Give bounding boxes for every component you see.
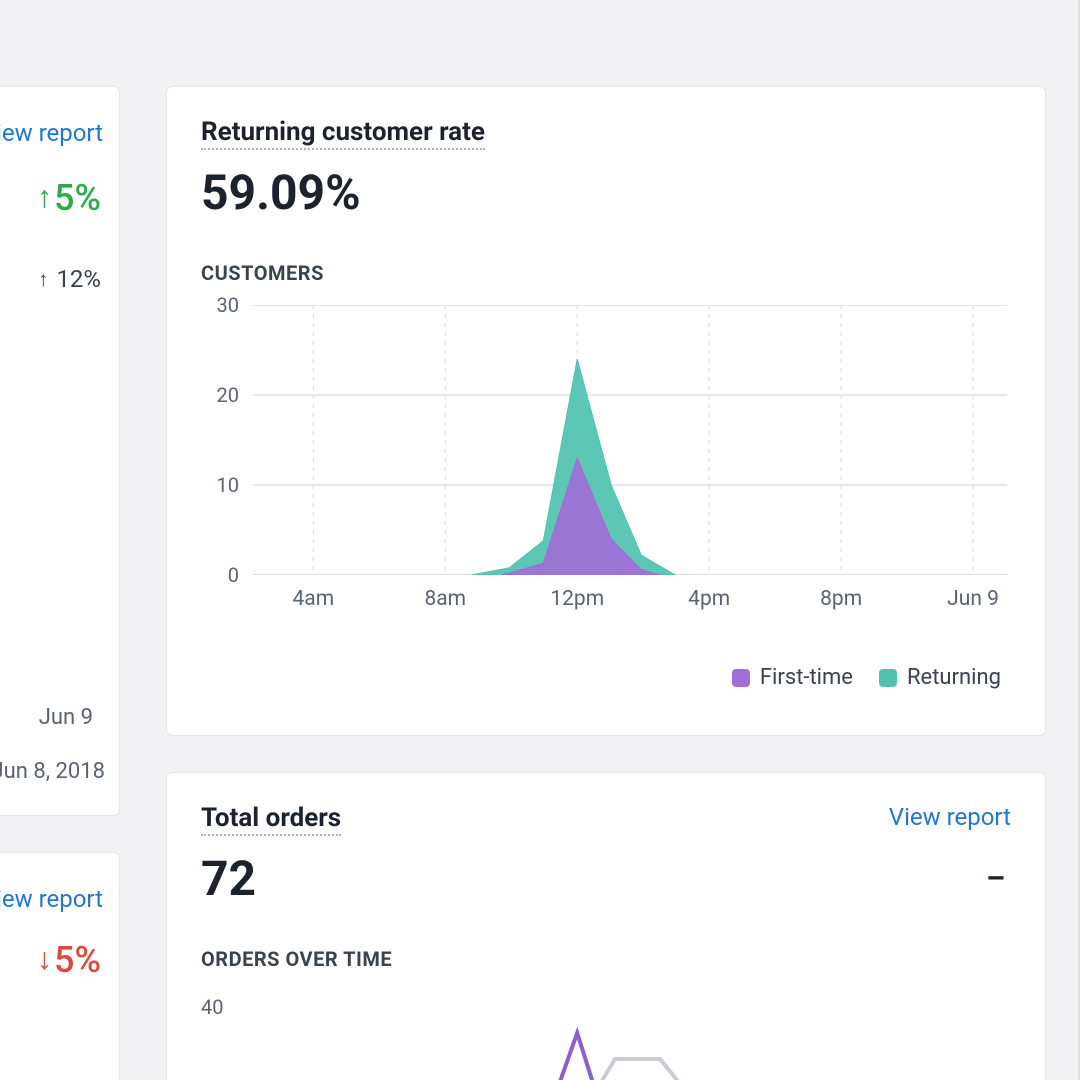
arrow-down-icon: ↓ [37, 945, 52, 976]
left-metric-card-2: iew report ↓ 5% [0, 852, 120, 1080]
left-chart-xlabel-2: Jun 8, 2018 [0, 759, 105, 784]
chart-x-axis: 4am 8am 12pm 4pm 8pm Jun 9 [253, 587, 1007, 617]
chart-x-tick: 8am [424, 587, 466, 611]
pct-change-sub-value: 12% [56, 265, 101, 293]
customers-chart: 0102030 4am8am12pm4pm8pmJun 9 [201, 305, 1011, 605]
chart-plot-area [253, 305, 1007, 575]
chart-legend: First-time Returning [201, 665, 1011, 690]
legend-swatch-icon [879, 669, 897, 687]
view-report-link-left-1[interactable]: iew report [0, 119, 103, 147]
chart-x-tick: Jun 9 [947, 587, 999, 611]
view-report-link[interactable]: View report [889, 803, 1011, 831]
returning-customer-rate-card: Returning customer rate 59.09% CUSTOMERS… [166, 86, 1046, 736]
card-title: Returning customer rate [201, 117, 485, 150]
legend-label: First-time [760, 665, 853, 690]
pct-change-value: 5% [54, 177, 101, 219]
chart-y-axis: 0102030 [201, 305, 245, 575]
arrow-up-icon: ↑ [37, 183, 52, 214]
pct-change-sub: ↑ 12% [38, 265, 101, 293]
left-metric-card-1: iew report ↑ 5% ↑ 12% Jun 9 Jun 8, 2018 [0, 86, 120, 816]
arrow-up-icon: ↑ [38, 269, 48, 289]
chart-plot-area [253, 1001, 1007, 1080]
card-value: 72 [201, 850, 256, 907]
chart-x-tick: 12pm [550, 587, 604, 611]
chart-y-tick: 40 [201, 995, 223, 1019]
orders-over-time-chart: 40 [201, 995, 1011, 1080]
dashboard-viewport: iew report ↑ 5% ↑ 12% Jun 9 Jun 8, 2018 … [0, 0, 1080, 1080]
legend-label: Returning [907, 665, 1001, 690]
pct-change-main: ↑ 5% [37, 177, 101, 219]
card-value: 59.09% [201, 164, 1011, 221]
legend-item: Returning [879, 665, 1001, 690]
chart-subhead: ORDERS OVER TIME [201, 947, 1011, 971]
legend-item: First-time [732, 665, 853, 690]
chart-y-tick: 0 [228, 563, 239, 587]
chart-x-tick: 4am [292, 587, 334, 611]
chart-y-tick: 20 [217, 383, 239, 407]
total-orders-card: Total orders View report 72 – ORDERS OVE… [166, 772, 1046, 1080]
delta-placeholder: – [986, 861, 1011, 896]
chart-x-tick: 4pm [688, 587, 730, 611]
chart-y-tick: 10 [217, 473, 239, 497]
pct-change-value: 5% [54, 939, 101, 981]
chart-x-tick: 8pm [820, 587, 862, 611]
legend-swatch-icon [732, 669, 750, 687]
pct-change-main: ↓ 5% [37, 939, 101, 981]
view-report-link-left-2[interactable]: iew report [0, 885, 103, 913]
card-title: Total orders [201, 803, 341, 836]
left-chart-xlabel-1: Jun 9 [39, 705, 93, 730]
chart-subhead: CUSTOMERS [201, 261, 1011, 285]
chart-y-tick: 30 [217, 293, 239, 317]
